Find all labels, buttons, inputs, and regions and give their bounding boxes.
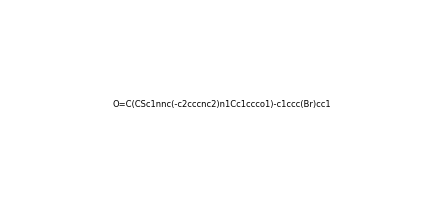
Text: O=C(CSc1nnc(-c2cccnc2)n1Cc1ccco1)-c1ccc(Br)cc1: O=C(CSc1nnc(-c2cccnc2)n1Cc1ccco1)-c1ccc(… <box>112 100 331 109</box>
